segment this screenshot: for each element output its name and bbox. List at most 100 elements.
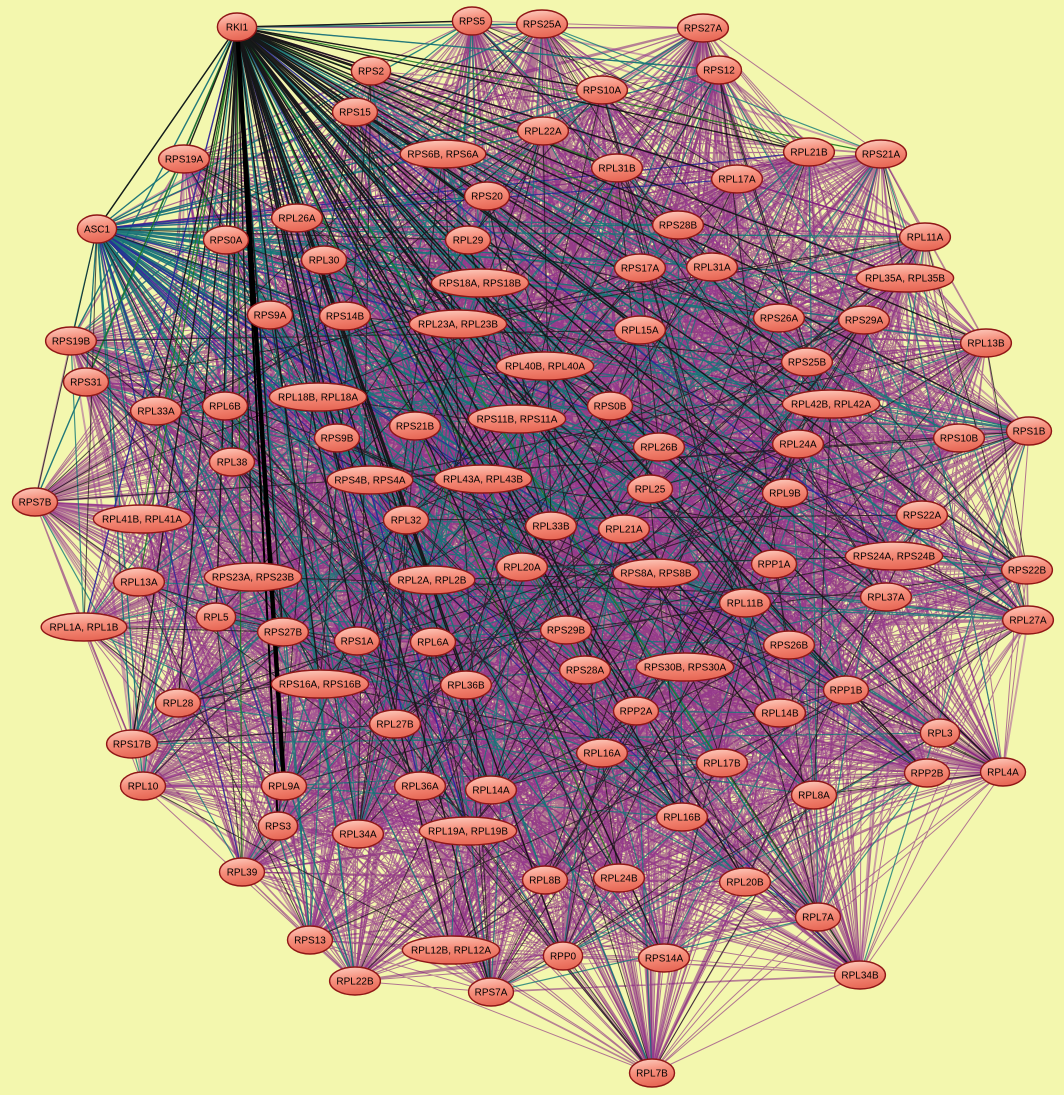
node-shape[interactable] (464, 775, 518, 805)
node-shape[interactable] (780, 347, 834, 377)
node-shape[interactable] (444, 225, 492, 255)
node-shape[interactable] (326, 465, 414, 495)
node-shape[interactable] (782, 137, 836, 167)
node-RPL36B[interactable]: RPL36B (439, 670, 493, 700)
node-shape[interactable] (382, 505, 430, 535)
node-shape[interactable] (270, 203, 324, 233)
node-shape[interactable] (203, 562, 303, 592)
node-RPS23A-RPS23B[interactable]: RPS23A, RPS23B (203, 562, 303, 592)
node-shape[interactable] (833, 960, 887, 990)
node-RPL8A[interactable]: RPL8A (790, 780, 838, 810)
node-RPL21B[interactable]: RPL21B (782, 137, 836, 167)
node-RPS31[interactable]: RPS31 (62, 367, 110, 397)
node-shape[interactable] (597, 514, 651, 544)
node-shape[interactable] (256, 617, 310, 647)
node-RPS4B-RPS4A[interactable]: RPS4B, RPS4A (326, 465, 414, 495)
node-RPS11B-RPS11A[interactable]: RPS11B, RPS11A (467, 404, 567, 434)
node-RPS28B[interactable]: RPS28B (651, 210, 705, 240)
node-shape[interactable] (331, 819, 385, 849)
node-RPS29A[interactable]: RPS29A (837, 305, 891, 335)
node-shape[interactable] (592, 863, 646, 893)
node-RPL17B[interactable]: RPL17B (695, 748, 749, 778)
node-shape[interactable] (859, 582, 913, 612)
node-shape[interactable] (112, 567, 166, 597)
node-RPS25A[interactable]: RPS25A (515, 9, 569, 39)
node-RPL25[interactable]: RPL25 (626, 474, 674, 504)
node-RPS26A[interactable]: RPS26A (752, 303, 806, 333)
node-RPS8A-RPS8B[interactable]: RPS8A, RPS8B (612, 558, 700, 588)
node-shape[interactable] (246, 300, 294, 330)
node-shape[interactable] (558, 655, 612, 685)
node-RPS28A[interactable]: RPS28A (558, 655, 612, 685)
node-shape[interactable] (895, 500, 949, 530)
node-RPL30[interactable]: RPL30 (300, 245, 348, 275)
node-RPS7A[interactable]: RPS7A (467, 977, 515, 1007)
node-shape[interactable] (62, 367, 110, 397)
node-shape[interactable] (898, 222, 952, 252)
node-shape[interactable] (318, 301, 372, 331)
node-RPL35A-RPL35B[interactable]: RPL35A, RPL35B (855, 263, 955, 293)
node-RPL10[interactable]: RPL10 (119, 771, 167, 801)
node-RPL20A[interactable]: RPL20A (495, 552, 549, 582)
node-RPL22B[interactable]: RPL22B (328, 966, 382, 996)
node-RPL14B[interactable]: RPL14B (753, 698, 807, 728)
node-RPS19B[interactable]: RPS19B (44, 326, 98, 356)
node-shape[interactable] (612, 558, 700, 588)
node-RPS30B-RPS30A[interactable]: RPS30B, RPS30A (635, 652, 735, 682)
node-RPS13[interactable]: RPS13 (286, 925, 334, 955)
node-RPL8B[interactable]: RPL8B (521, 865, 569, 895)
node-RPL27A[interactable]: RPL27A (1001, 605, 1055, 635)
node-RPL19A-RPL19B[interactable]: RPL19A, RPL19B (418, 816, 518, 846)
node-RPL11A[interactable]: RPL11A (898, 222, 952, 252)
node-RPS18A-RPS18B[interactable]: RPS18A, RPS18B (430, 268, 530, 298)
node-shape[interactable] (855, 263, 955, 293)
node-shape[interactable] (542, 941, 584, 971)
node-shape[interactable] (300, 245, 348, 275)
node-shape[interactable] (752, 303, 806, 333)
node-shape[interactable] (676, 13, 730, 43)
node-shape[interactable] (790, 780, 838, 810)
node-RPL15A[interactable]: RPL15A (613, 315, 667, 345)
node-shape[interactable] (260, 771, 308, 801)
node-shape[interactable] (575, 75, 629, 105)
node-RPS10A[interactable]: RPS10A (575, 75, 629, 105)
node-RPS5[interactable]: RPS5 (451, 6, 493, 36)
node-shape[interactable] (695, 748, 749, 778)
node-shape[interactable] (105, 729, 159, 759)
node-shape[interactable] (753, 698, 807, 728)
node-RPL33A[interactable]: RPL33A (129, 396, 183, 426)
node-RPL36A[interactable]: RPL36A (393, 771, 447, 801)
node-shape[interactable] (854, 139, 908, 169)
node-shape[interactable] (44, 326, 98, 356)
node-shape[interactable] (822, 675, 870, 705)
node-RPL2A-RPL2B[interactable]: RPL2A, RPL2B (388, 565, 476, 595)
node-RPS24A-RPS24B[interactable]: RPS24A, RPS24B (844, 541, 944, 571)
node-RPL41B-RPL41A[interactable]: RPL41B, RPL41A (92, 504, 192, 534)
node-shape[interactable] (495, 351, 595, 381)
node-RPL38[interactable]: RPL38 (208, 447, 256, 477)
node-RPP2A[interactable]: RPP2A (612, 696, 660, 726)
node-RPL26A[interactable]: RPL26A (270, 203, 324, 233)
node-shape[interactable] (516, 116, 570, 146)
node-RPL18B-RPL18A[interactable]: RPL18B, RPL18A (268, 382, 368, 412)
node-shape[interactable] (408, 309, 508, 339)
node-RPP0[interactable]: RPP0 (542, 941, 584, 971)
node-RPS22B[interactable]: RPS22B (1000, 555, 1054, 585)
node-RPS22A[interactable]: RPS22A (895, 500, 949, 530)
node-RPL11B[interactable]: RPL11B (718, 588, 772, 618)
node-RPS7B[interactable]: RPS7B (11, 487, 59, 517)
node-RPS16A-RPS16B[interactable]: RPS16A, RPS16B (270, 669, 370, 699)
node-RPS20[interactable]: RPS20 (463, 181, 511, 211)
node-shape[interactable] (1001, 605, 1055, 635)
node-shape[interactable] (268, 382, 368, 412)
node-shape[interactable] (216, 12, 258, 42)
node-shape[interactable] (195, 602, 237, 632)
node-RPS0A[interactable]: RPS0A (202, 225, 250, 255)
node-shape[interactable] (333, 626, 381, 656)
node-RPL16B[interactable]: RPL16B (655, 802, 709, 832)
node-RPL21A[interactable]: RPL21A (597, 514, 651, 544)
node-shape[interactable] (202, 225, 250, 255)
node-shape[interactable] (837, 305, 891, 335)
node-RPL24A[interactable]: RPL24A (771, 429, 825, 459)
node-shape[interactable] (515, 9, 569, 39)
